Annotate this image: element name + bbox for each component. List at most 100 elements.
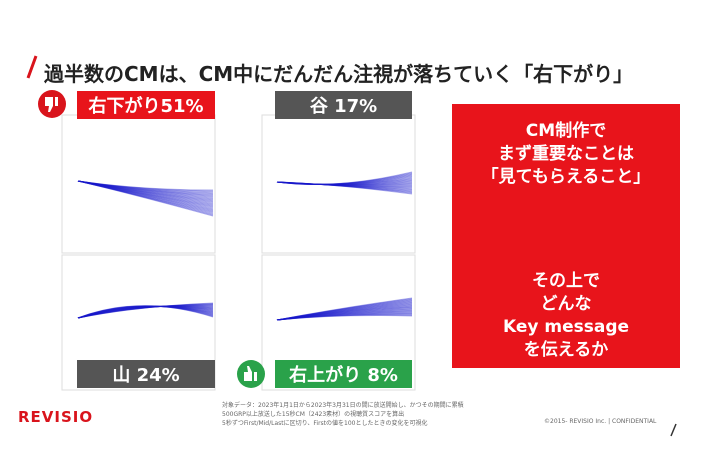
trend-line xyxy=(77,305,214,319)
trend-line xyxy=(276,304,413,321)
trend-line xyxy=(77,305,214,319)
trend-line xyxy=(276,173,413,185)
trend-line xyxy=(276,171,413,185)
message-box: CM制作で まず重要なことは 「見てもらえること」 その上で どんな Key m… xyxy=(452,104,680,368)
trend-line xyxy=(276,309,413,321)
plots xyxy=(61,114,416,391)
note-line: 500GRP以上放送した15秒CM（2423素材）の視聴質スコアを算出 xyxy=(222,411,405,418)
pattern-label: 右上がり 8% xyxy=(275,360,412,388)
trend-line xyxy=(77,180,214,214)
trend-line xyxy=(77,305,214,319)
trend-line xyxy=(77,180,214,212)
trend-line xyxy=(276,299,413,321)
trend-line xyxy=(77,180,214,198)
trend-line xyxy=(77,302,214,319)
trend-line xyxy=(77,180,214,197)
plot-frame xyxy=(261,254,416,391)
trend-line xyxy=(276,181,413,186)
title-slash xyxy=(26,55,38,79)
trend-line xyxy=(77,180,214,213)
trend-line xyxy=(77,305,214,319)
trend-line xyxy=(77,305,214,319)
trend-line xyxy=(77,305,214,319)
trend-line xyxy=(77,305,214,319)
trend-line xyxy=(276,313,413,321)
trend-line xyxy=(77,304,214,319)
pattern-label: 谷 17% xyxy=(275,91,412,119)
trend-line xyxy=(77,180,214,202)
trend-line xyxy=(276,173,413,185)
title: 過半数のCMは、CM中にだんだん注視が落ちていく「右下がり」 xyxy=(44,62,634,86)
trend-line xyxy=(77,304,214,319)
trend-line xyxy=(276,175,413,185)
trend-line xyxy=(77,180,214,195)
trend-line xyxy=(276,310,413,321)
trend-line xyxy=(276,314,413,321)
logo: REVISIO xyxy=(18,408,94,426)
trend-line xyxy=(77,180,214,193)
trend-line xyxy=(77,180,214,200)
trend-line xyxy=(276,181,413,188)
trend-line xyxy=(77,180,214,211)
note-line: 対象データ：2023年1月1日から2023年3月31日の間に放送開始し、かつその… xyxy=(222,402,464,409)
trend-line xyxy=(77,305,214,319)
message-line: その上で xyxy=(532,271,600,291)
trend-line xyxy=(276,180,413,186)
message-line: どんな xyxy=(540,294,592,314)
trend-line xyxy=(276,181,413,186)
trend-line xyxy=(276,300,413,321)
trend-line xyxy=(276,181,413,189)
trend-line xyxy=(77,180,214,216)
trend-line xyxy=(276,299,413,321)
trend-line xyxy=(276,174,413,185)
trend-line xyxy=(77,305,214,319)
trend-line xyxy=(276,179,413,185)
trend-line xyxy=(276,176,413,185)
trend-line xyxy=(276,311,413,321)
trend-line xyxy=(77,305,214,319)
trend-line xyxy=(276,298,413,321)
trend-line xyxy=(77,305,214,319)
trend-line xyxy=(276,311,413,321)
trend-line xyxy=(276,181,413,192)
trend-line xyxy=(276,312,413,321)
thumbs-down-glyph xyxy=(45,97,58,112)
trend-line xyxy=(276,181,413,190)
message-line: 「見てもらえること」 xyxy=(481,167,651,187)
trend-line xyxy=(276,181,413,186)
trend-line xyxy=(77,180,214,195)
trend-line xyxy=(77,180,214,208)
trend-line xyxy=(276,302,413,321)
trend-line xyxy=(77,180,214,206)
thumbs-up-glyph xyxy=(244,366,257,381)
trend-line xyxy=(77,180,214,217)
message-line: を伝えるか xyxy=(523,340,609,360)
trend-line xyxy=(77,305,214,319)
trend-line xyxy=(77,305,214,319)
trend-line xyxy=(77,305,214,319)
footer-slash xyxy=(670,423,677,437)
trend-line xyxy=(77,180,214,204)
trend-line xyxy=(77,305,214,319)
trend-line xyxy=(276,176,413,185)
trend-line xyxy=(77,180,214,204)
message-line: CM制作で xyxy=(525,121,607,141)
trend-line xyxy=(276,298,413,321)
trend-line xyxy=(276,306,413,321)
trend-line xyxy=(77,305,214,319)
pattern-label: 山 24% xyxy=(77,360,215,388)
trend-line xyxy=(276,309,413,321)
plot-frame xyxy=(61,254,216,391)
pattern-label: 右下がり51% xyxy=(77,91,215,119)
trend-line xyxy=(276,181,413,193)
message-top: CM制作で まず重要なことは 「見てもらえること」 xyxy=(452,120,680,189)
trend-line xyxy=(276,181,413,194)
trend-line xyxy=(276,181,413,187)
trend-line xyxy=(77,180,214,196)
trend-line xyxy=(276,297,413,321)
trend-line xyxy=(276,181,413,186)
trend-line xyxy=(276,314,413,321)
trend-line xyxy=(77,180,214,194)
trend-line xyxy=(77,302,214,319)
